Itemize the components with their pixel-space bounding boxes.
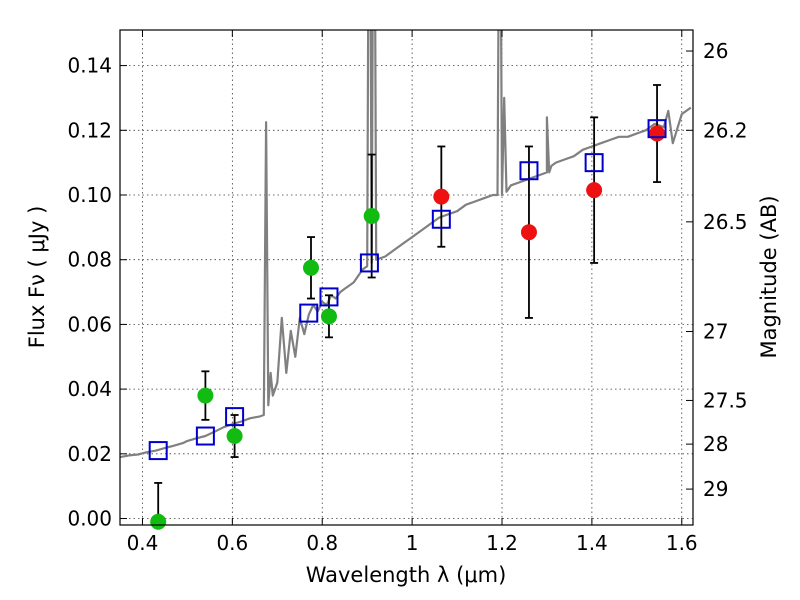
model-flux-point [195,426,215,446]
data-point [320,308,337,325]
y-tick-label: 0.04 [67,377,112,401]
y-tick-label: 0.12 [67,118,112,142]
x-tick-label: 0.6 [216,531,248,555]
mag-tick-label: 29 [703,477,728,501]
data-point [520,224,537,241]
ticks [120,30,693,525]
data-point [433,188,450,205]
tick-labels: 0.4 0.6 0.8 1 1.2 1.4 1.6 0.00 0.02 0.04 0.06 0.08 0… [67,39,747,555]
y-tick-label: 0.08 [67,248,112,272]
model-flux-point [519,161,539,181]
model-flux-point [359,253,379,273]
model-flux-point [431,209,451,229]
data-point [363,208,380,225]
data-point [303,259,319,276]
data-point [150,513,167,530]
model-flux-point [299,303,319,323]
data-point [586,182,603,199]
model-flux-point [148,441,168,461]
mag-tick-label: 27.5 [703,388,748,412]
y-tick-label: 0.06 [67,312,112,336]
mag-tick-label: 28 [703,432,728,456]
mag-tick-label: 27 [703,320,728,344]
grid [120,30,693,525]
x-tick-label: 1.6 [666,531,698,555]
data-point [649,125,666,142]
markers [148,119,667,530]
model-flux-point [319,287,339,307]
model-flux-point [225,407,245,427]
y-tick-label: 0.14 [67,54,112,78]
x-tick-label: 0.8 [306,531,338,555]
x-tick-label: 0.4 [127,531,159,555]
x-tick-label: 1 [406,531,419,555]
mag-tick-label: 26.2 [703,118,748,142]
data-point [226,428,243,445]
error-bars [154,84,662,523]
plot-frame [119,29,694,526]
x-tick-label: 1.2 [486,531,518,555]
y-tick-label: 0.00 [67,507,112,531]
y-tick-label: 0.02 [67,442,112,466]
model-flux-point [584,153,604,173]
model-flux-point [647,119,667,139]
y-axis-label: Flux Fν ( μJy ) [25,206,49,349]
mag-tick-label: 26 [703,39,728,63]
mag-tick-label: 26.5 [703,210,748,234]
x-tick-label: 1.4 [576,531,608,555]
model-sed-layer [120,30,692,459]
y2-axis-label: Magnitude (AB) [757,195,781,358]
data-point [197,387,214,404]
model-sed-line [120,30,692,459]
x-axis-label: Wavelength λ (μm) [306,563,507,587]
y-tick-label: 0.10 [67,183,112,207]
